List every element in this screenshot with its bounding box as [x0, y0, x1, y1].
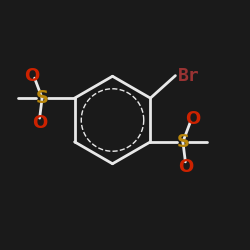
Text: O: O: [178, 158, 193, 176]
Text: Br: Br: [178, 66, 200, 84]
Text: O: O: [24, 66, 40, 84]
Text: O: O: [185, 110, 200, 128]
Text: O: O: [32, 114, 47, 132]
Text: S: S: [176, 133, 190, 151]
Text: S: S: [36, 89, 49, 107]
